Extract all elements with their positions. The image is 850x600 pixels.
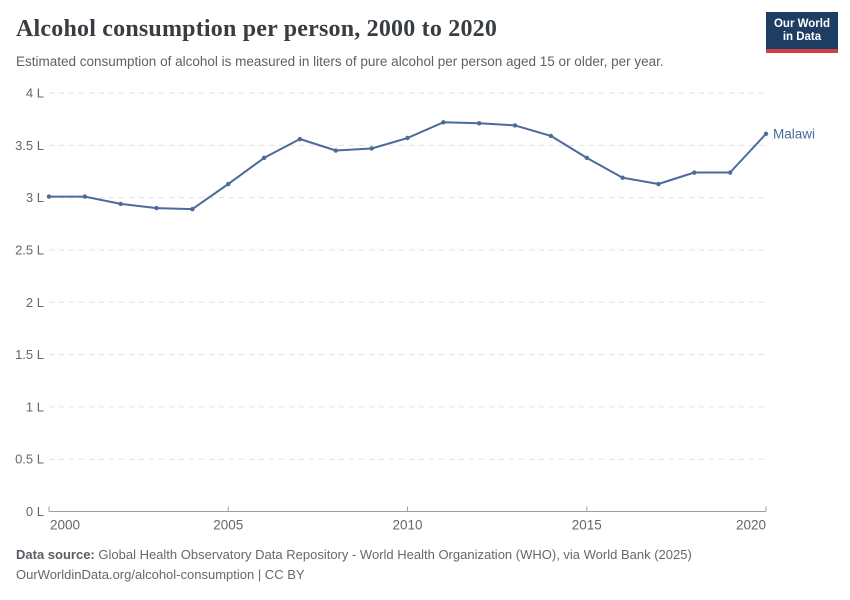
data-point[interactable] [620,175,625,180]
owid-logo-line2: in Data [782,31,822,43]
y-axis-label: 3 L [26,190,44,205]
data-point[interactable] [118,201,123,207]
data-point[interactable] [763,131,769,137]
line-chart: 0 L 0.5 L 1 L 1.5 L 2 L 2.5 L 3 L 3.5 L 4 L 2000 2… [15,86,815,533]
series-label[interactable]: Malawi [773,126,815,141]
data-point[interactable] [477,121,482,126]
data-source-text: Global Health Observatory Data Repositor… [98,547,692,562]
owid-logo[interactable]: Our World in Data [765,12,838,53]
data-point[interactable] [548,133,554,139]
data-point[interactable] [82,194,88,199]
x-axis-label: 2005 [213,518,243,533]
y-axis-label: 1.5 L [15,347,44,362]
data-source-line: Data source: Global Health Observatory D… [16,545,836,565]
data-point[interactable] [226,181,231,187]
y-axis-label: 1 L [26,399,44,414]
data-point[interactable] [333,148,338,153]
y-axis-label: 2.5 L [15,242,44,257]
chart-footer: Data source: Global Health Observatory D… [16,545,836,584]
data-point[interactable] [584,155,589,161]
data-point[interactable] [512,123,518,128]
data-point[interactable] [405,135,410,141]
data-point[interactable] [692,170,697,175]
y-axis-label: 3.5 L [15,138,44,153]
x-axis-label: 2000 [50,518,80,533]
x-axis-label: 2020 [736,518,766,533]
y-axis-label: 0.5 L [15,452,44,467]
trend-line[interactable] [48,121,767,211]
data-point[interactable] [46,194,52,199]
data-point[interactable] [154,205,159,211]
data-point[interactable] [369,146,374,151]
data-point[interactable] [441,120,446,125]
chart-title: Alcohol consumption per person, 2000 to … [16,16,498,42]
y-axis-label: 2 L [26,295,44,310]
data-source-label: Data source: [16,547,95,562]
data-point[interactable] [656,181,661,187]
owid-logo-line1: Our World [773,18,830,30]
citation-link-line[interactable]: OurWorldinData.org/alcohol-consumption |… [16,566,305,582]
data-point[interactable] [297,136,303,142]
data-point[interactable] [727,170,733,175]
data-point[interactable] [190,206,195,212]
x-axis-label: 2010 [392,518,422,533]
data-point[interactable] [261,155,267,161]
chart-subtitle: Estimated consumption of alcohol is meas… [16,54,664,69]
x-axis-label: 2015 [572,518,602,533]
y-axis-label: 0 L [26,504,44,519]
y-axis-label: 4 L [26,86,44,101]
